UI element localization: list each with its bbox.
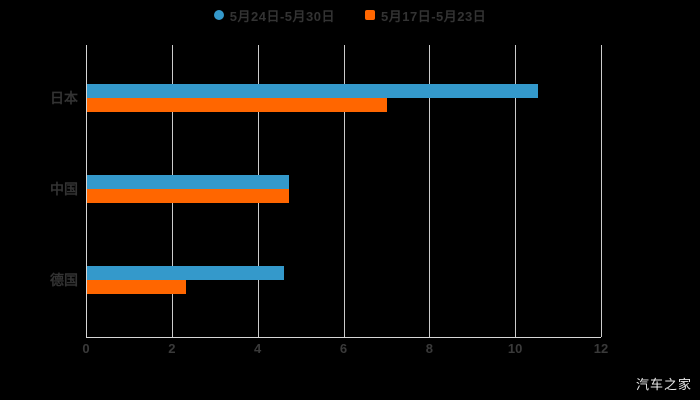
- bar-德国-series-1: [87, 266, 285, 280]
- x-tick-label-2: 2: [168, 341, 176, 356]
- watermark: 汽车之家: [635, 377, 692, 392]
- y-category-label-3: 德国: [50, 272, 78, 288]
- bar-中国-series-2: [87, 189, 289, 203]
- x-tick-label-8: 8: [425, 341, 433, 356]
- gridline-x-8: [429, 45, 431, 337]
- y-axis-line: [86, 45, 87, 337]
- bar-德国-series-2: [87, 280, 186, 294]
- legend-label-series-2: 5月17日-5月23日: [381, 8, 487, 24]
- bar-日本-series-2: [87, 98, 388, 112]
- series-2-marker-icon: [365, 10, 375, 20]
- bar-日本-series-1: [87, 84, 538, 98]
- x-tick-label-10: 10: [507, 341, 523, 356]
- series-1-marker-icon: [213, 10, 224, 20]
- x-tick-label-4: 4: [254, 341, 262, 356]
- legend-label-series-1: 5月24日-5月30日: [229, 8, 335, 24]
- legend-item-series-1[interactable]: 5月24日-5月30日: [213, 6, 335, 25]
- y-category-label-1: 日本: [50, 90, 78, 106]
- bar-中国-series-1: [87, 175, 289, 189]
- x-tick-label-0: 0: [82, 341, 90, 356]
- x-axis-line: [86, 337, 601, 338]
- y-category-label-2: 中国: [50, 181, 78, 197]
- legend-item-series-2[interactable]: 5月17日-5月23日: [365, 6, 486, 25]
- x-tick-label-6: 6: [339, 341, 348, 356]
- gridline-x-10: [515, 45, 517, 337]
- gridline-x-6: [343, 45, 345, 337]
- gridline-x-12: [601, 45, 602, 337]
- x-tick-label-12: 12: [593, 341, 609, 356]
- chart-legend: 5月24日-5月30日 5月17日-5月23日: [0, 6, 700, 24]
